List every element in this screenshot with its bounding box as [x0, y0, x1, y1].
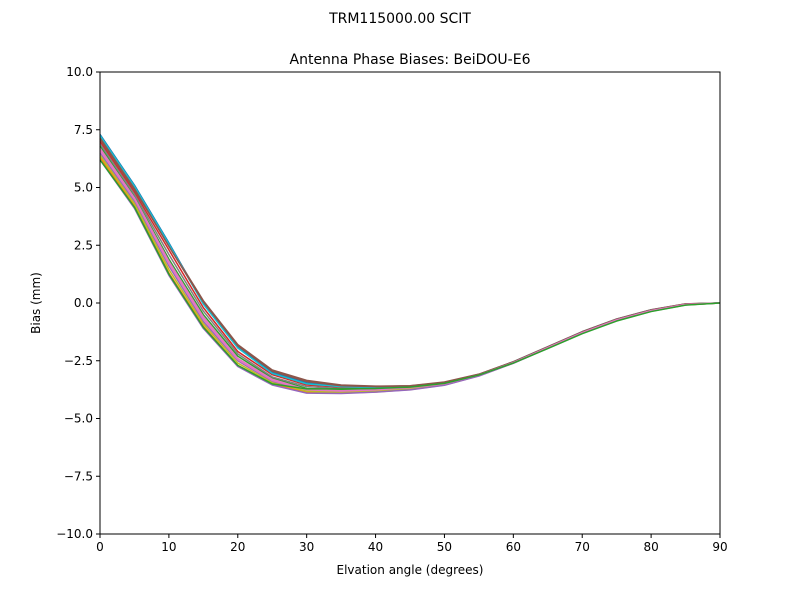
series-line-9	[99, 135, 721, 389]
y-tick-label: 7.5	[74, 123, 93, 137]
series-line-13	[99, 159, 721, 390]
x-tick-label: 50	[437, 540, 452, 554]
series-line-1	[99, 157, 721, 394]
x-tick-label: 30	[299, 540, 314, 554]
x-tick-label: 60	[506, 540, 521, 554]
series-line-4	[99, 152, 721, 393]
x-tick-label: 80	[643, 540, 658, 554]
series-line-7	[99, 143, 721, 390]
x-tick-label: 40	[368, 540, 383, 554]
y-tick-label: −7.5	[64, 469, 93, 483]
y-axis: −10.0 −7.5 −5.0 −2.5 0.0 2.5 5.0 7.5 10.0	[56, 65, 100, 541]
y-axis-label: Bias (mm)	[29, 272, 43, 334]
series-line-5	[99, 138, 721, 387]
x-tick-label: 90	[712, 540, 727, 554]
series-line-3	[99, 140, 721, 389]
x-tick-label: 20	[230, 540, 245, 554]
y-tick-label: −10.0	[56, 527, 93, 541]
x-tick-label: 70	[575, 540, 590, 554]
figure-suptitle: TRM115000.00 SCIT	[328, 11, 471, 27]
series-line-0	[99, 133, 721, 389]
series-line-10	[99, 159, 721, 395]
x-axis: 0 10 20 30 40 50 60 70 80 90	[96, 534, 728, 554]
y-tick-label: −2.5	[64, 354, 93, 368]
y-tick-label: −5.0	[64, 412, 93, 426]
x-axis-label: Elvation angle (degrees)	[337, 563, 484, 577]
series-line-8	[99, 154, 721, 394]
chart-title: Antenna Phase Biases: BeiDOU-E6	[290, 52, 531, 68]
series-line-2	[99, 145, 721, 391]
y-tick-label: 0.0	[74, 296, 93, 310]
y-tick-label: 10.0	[66, 65, 93, 79]
y-tick-label: 2.5	[74, 238, 93, 252]
plot-lines	[99, 133, 721, 395]
y-tick-label: 5.0	[74, 181, 93, 195]
series-line-6	[99, 150, 721, 392]
series-line-12	[99, 147, 721, 392]
series-line-11	[99, 137, 721, 388]
x-tick-label: 0	[96, 540, 104, 554]
x-tick-label: 10	[161, 540, 176, 554]
